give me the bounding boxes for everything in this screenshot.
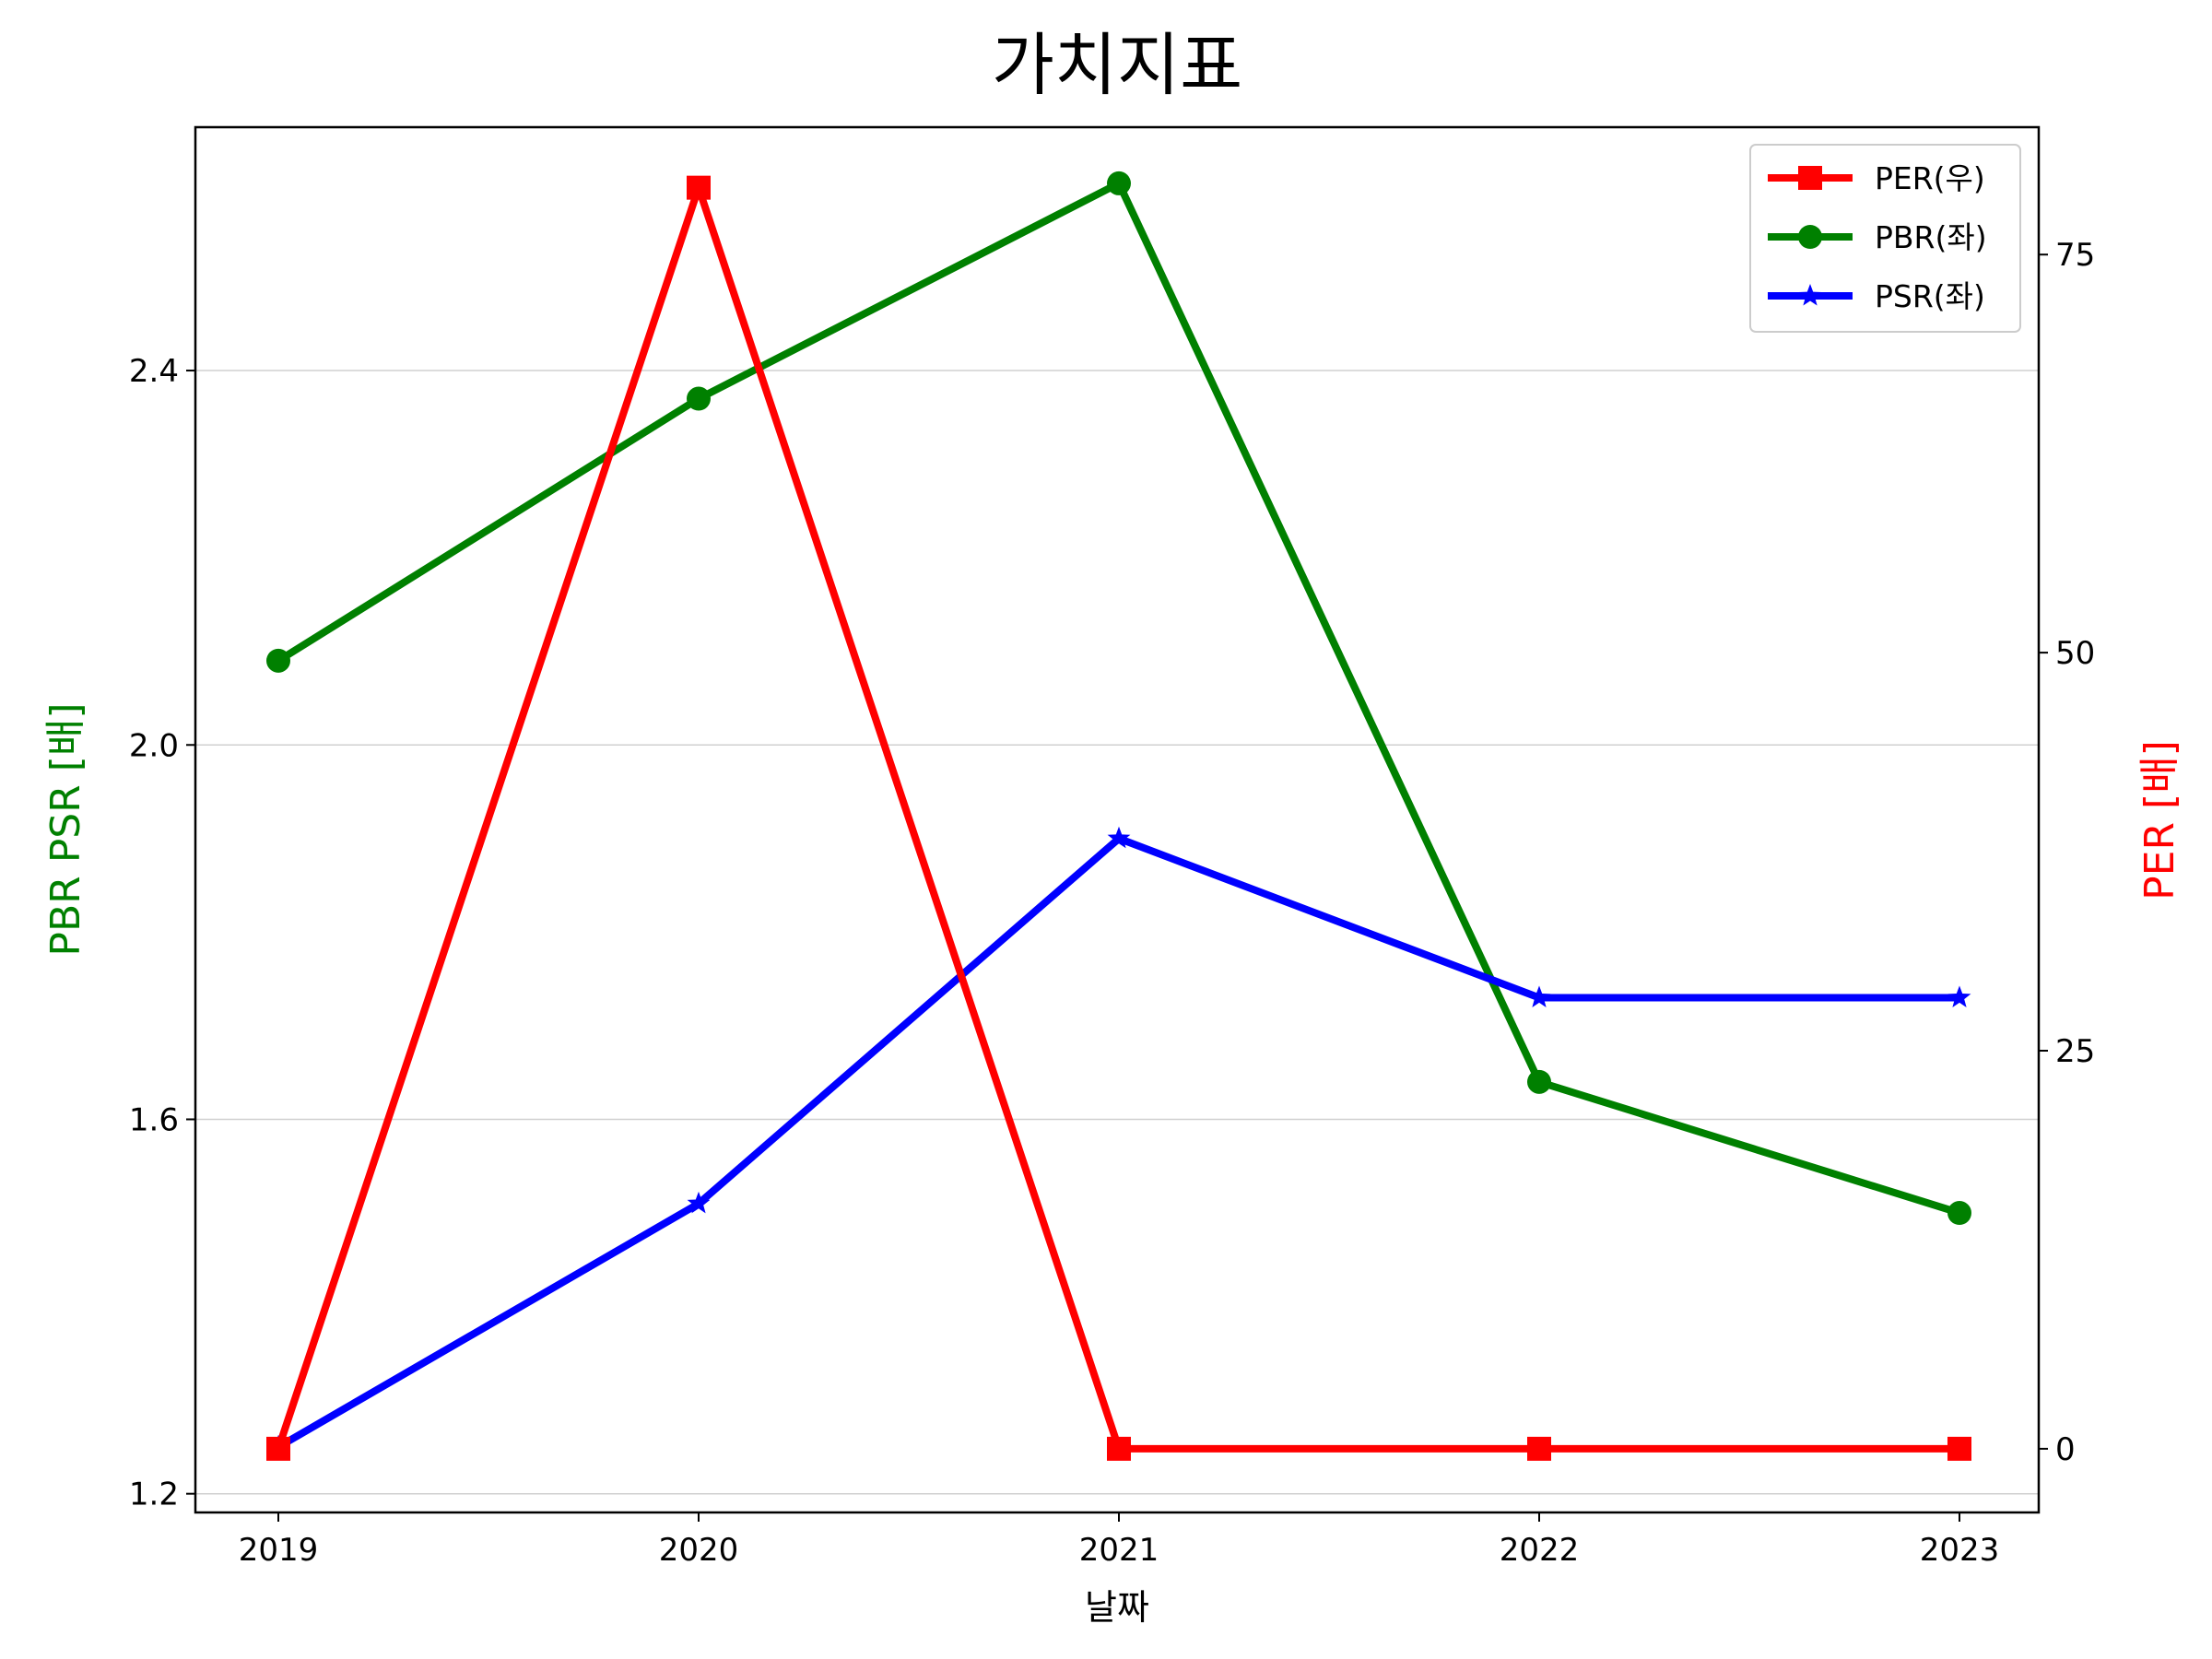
x-tick-label: 2021 xyxy=(1079,1532,1159,1569)
legend-box xyxy=(1749,144,2021,333)
data-point xyxy=(1947,1201,1971,1226)
series-PSR(좌) xyxy=(266,826,1971,1457)
legend-item: PBR(좌) xyxy=(1768,219,1987,255)
data-point xyxy=(1107,1436,1131,1461)
data-point xyxy=(1947,1436,1971,1461)
series-layer xyxy=(266,171,1971,1461)
data-point xyxy=(1107,171,1131,195)
series-PBR(좌) xyxy=(266,171,1971,1226)
legend-swatch-marker xyxy=(1798,166,1822,190)
x-tick-label: 2023 xyxy=(1920,1532,2000,1569)
x-tick-label: 2022 xyxy=(1500,1532,1580,1569)
y-right-tick-label: 0 xyxy=(2055,1431,2076,1468)
legend-swatch-marker xyxy=(1798,284,1822,306)
x-tick-label: 2020 xyxy=(659,1532,739,1569)
legend-item: PER(우) xyxy=(1768,160,1985,196)
data-point xyxy=(687,1191,711,1214)
y-left-axis-ticks: 1.2 1.6 2.0 2.4 xyxy=(129,353,195,1513)
y-left-axis-label: PBR PSR [배] xyxy=(42,702,89,956)
data-point xyxy=(687,175,711,200)
y-left-tick-label: 1.6 xyxy=(129,1101,179,1138)
data-point xyxy=(1527,1436,1551,1461)
y-right-tick-label: 25 xyxy=(2055,1033,2095,1070)
y-right-axis-ticks: 0 25 50 75 xyxy=(2039,237,2095,1468)
series-PER(우) xyxy=(266,175,1971,1461)
data-point xyxy=(266,1436,290,1461)
legend-label: PER(우) xyxy=(1875,160,1985,196)
y-left-tick-label: 2.4 xyxy=(129,353,179,390)
legend-label: PSR(좌) xyxy=(1875,278,1985,314)
data-point xyxy=(1947,985,1971,1007)
x-axis-label: 날짜 xyxy=(1085,1587,1149,1628)
data-point xyxy=(1527,985,1551,1007)
plot-frame xyxy=(194,125,2041,1514)
series-line xyxy=(276,834,1959,1451)
x-axis-ticks: 2019 2020 2021 2022 2023 xyxy=(239,1512,2000,1569)
data-point xyxy=(687,386,711,411)
legend: PER(우) PBR(좌) PSR(좌) xyxy=(1749,144,2021,333)
y-right-tick-label: 75 xyxy=(2055,237,2095,274)
chart-title: 가치지표 xyxy=(992,26,1242,105)
legend-swatch-marker xyxy=(1798,225,1822,249)
data-point xyxy=(1107,826,1131,849)
data-point xyxy=(266,648,290,673)
legend-label: PBR(좌) xyxy=(1875,219,1987,255)
series-line xyxy=(275,183,1959,1453)
legend-item: PSR(좌) xyxy=(1768,278,1985,314)
grid-lines xyxy=(195,370,2039,1495)
y-right-tick-label: 50 xyxy=(2055,635,2095,672)
y-left-tick-label: 1.2 xyxy=(129,1477,179,1513)
y-left-tick-label: 2.0 xyxy=(129,727,179,764)
x-tick-label: 2019 xyxy=(239,1532,319,1569)
data-point xyxy=(1527,1069,1551,1094)
y-right-axis-label: PER [배] xyxy=(2136,740,2183,900)
